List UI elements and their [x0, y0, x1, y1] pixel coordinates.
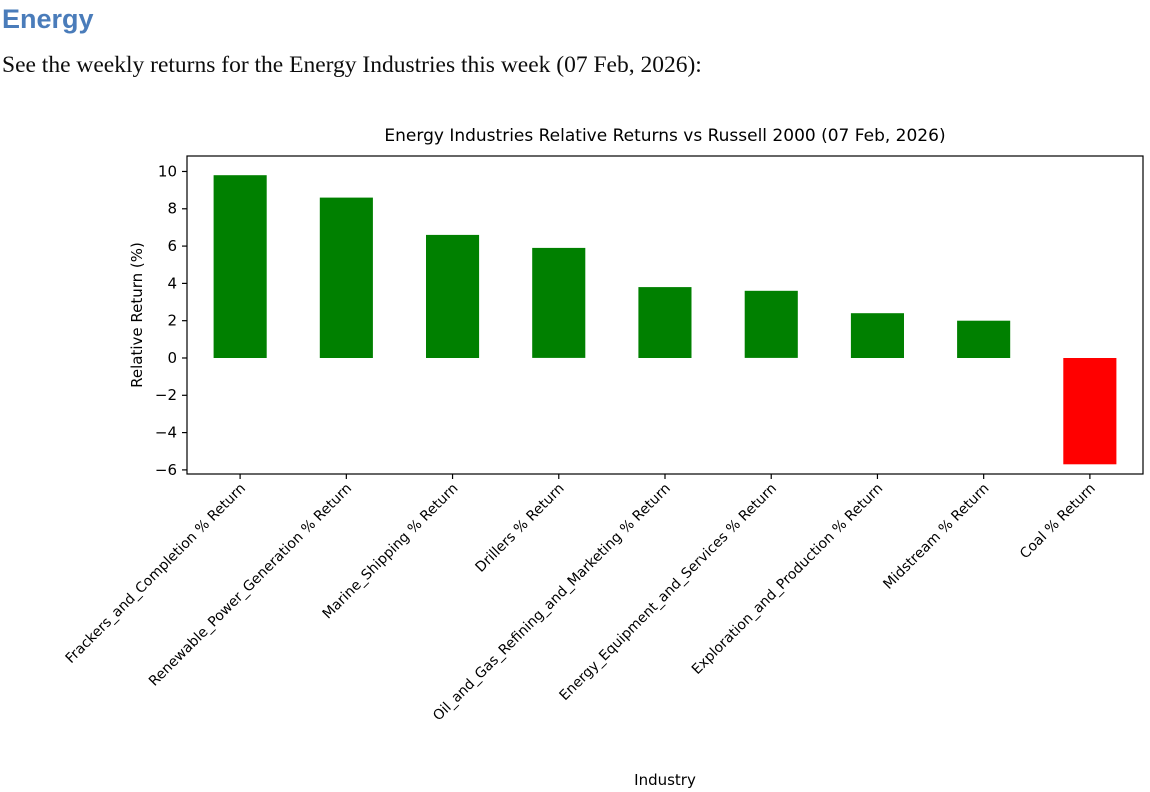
- y-tick-label: 8: [167, 200, 177, 218]
- y-tick-label: −2: [155, 386, 177, 404]
- x-tick-label: Drillers % Return: [473, 481, 568, 576]
- x-tick-label: Midstream % Return: [880, 481, 992, 593]
- bar-6: [850, 313, 904, 358]
- x-tick-label: Energy_Equipment_and_Services % Return: [557, 481, 780, 704]
- x-axis-label: Industry: [634, 771, 696, 789]
- bar-0: [213, 175, 267, 358]
- x-tick-label: Oil_and_Gas_Refining_and_Marketing % Ret…: [430, 481, 674, 725]
- y-tick-label: 6: [167, 237, 177, 255]
- chart-title: Energy Industries Relative Returns vs Ru…: [384, 126, 945, 146]
- y-tick-label: 2: [167, 312, 177, 330]
- chart-figure: −6 −4 −2 0 2 4 6 8 10 Frackers_and_Completion % R…: [0, 114, 1150, 792]
- section-heading: Energy: [2, 4, 94, 34]
- bar-7: [957, 320, 1011, 358]
- bar-1: [319, 197, 373, 358]
- x-tick-label: Frackers_and_Completion % Return: [63, 481, 249, 667]
- bar-8: [1063, 358, 1117, 465]
- bar-chart: −6 −4 −2 0 2 4 6 8 10 Frackers_and_Completion % R…: [63, 126, 1144, 789]
- y-axis-label: Relative Return (%): [128, 242, 146, 388]
- x-tick-label: Coal % Return: [1017, 481, 1099, 563]
- document-page: Energy See the weekly returns for the En…: [0, 4, 1150, 792]
- y-tick-label: −4: [155, 424, 177, 442]
- x-tick-label: Exploration_and_Production % Return: [689, 481, 886, 678]
- bar-5: [744, 290, 798, 358]
- y-tick-label: 0: [167, 349, 177, 367]
- y-tick-label: 4: [167, 274, 177, 292]
- bar-3: [532, 247, 586, 358]
- intro-text: See the weekly returns for the Energy In…: [2, 52, 702, 78]
- y-tick-label: −6: [155, 461, 177, 479]
- x-tick-label: Renewable_Power_Generation % Return: [146, 481, 355, 690]
- bar-4: [638, 287, 692, 358]
- y-tick-label: 10: [158, 162, 177, 180]
- bar-2: [426, 234, 480, 358]
